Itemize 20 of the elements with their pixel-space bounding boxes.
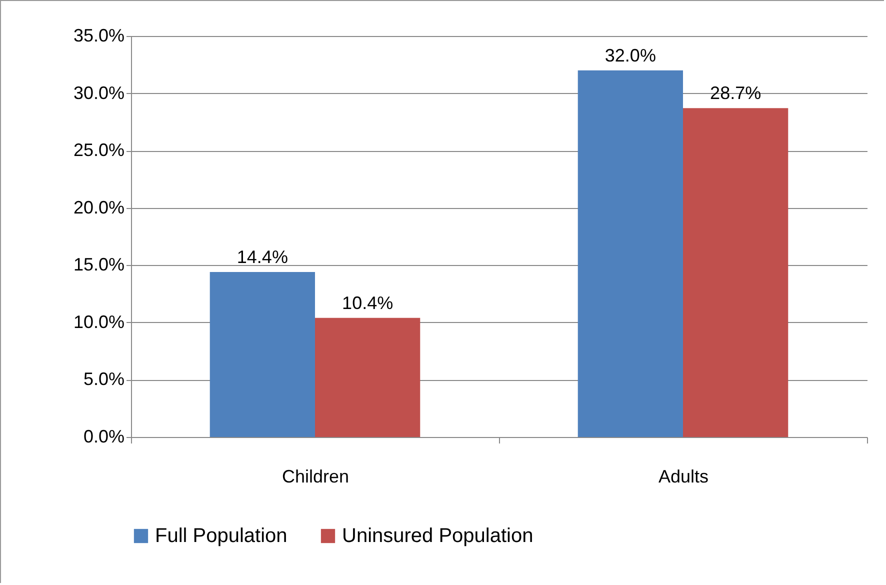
y-tick-label: 30.0% bbox=[73, 82, 124, 103]
data-label: 10.4% bbox=[342, 292, 394, 313]
bar bbox=[578, 70, 683, 437]
y-tick-label: 35.0% bbox=[73, 26, 124, 46]
y-tick-label: 5.0% bbox=[83, 369, 124, 390]
bar bbox=[315, 318, 420, 437]
bar bbox=[210, 272, 315, 437]
y-tick-label: 20.0% bbox=[73, 197, 124, 218]
y-tick-label: 25.0% bbox=[73, 140, 124, 160]
legend-label: Uninsured Population bbox=[342, 525, 534, 547]
x-tick-label: Children bbox=[282, 466, 350, 486]
data-label: 14.4% bbox=[236, 247, 288, 268]
bar bbox=[683, 108, 788, 437]
data-label: 28.7% bbox=[710, 83, 762, 104]
legend-label: Full Population bbox=[155, 525, 288, 547]
y-tick-label: 15.0% bbox=[73, 254, 124, 275]
x-tick-label: Adults bbox=[658, 466, 709, 486]
data-label: 32.0% bbox=[604, 45, 656, 66]
y-tick-label: 10.0% bbox=[73, 312, 124, 332]
y-tick-label: 0.0% bbox=[83, 426, 124, 446]
